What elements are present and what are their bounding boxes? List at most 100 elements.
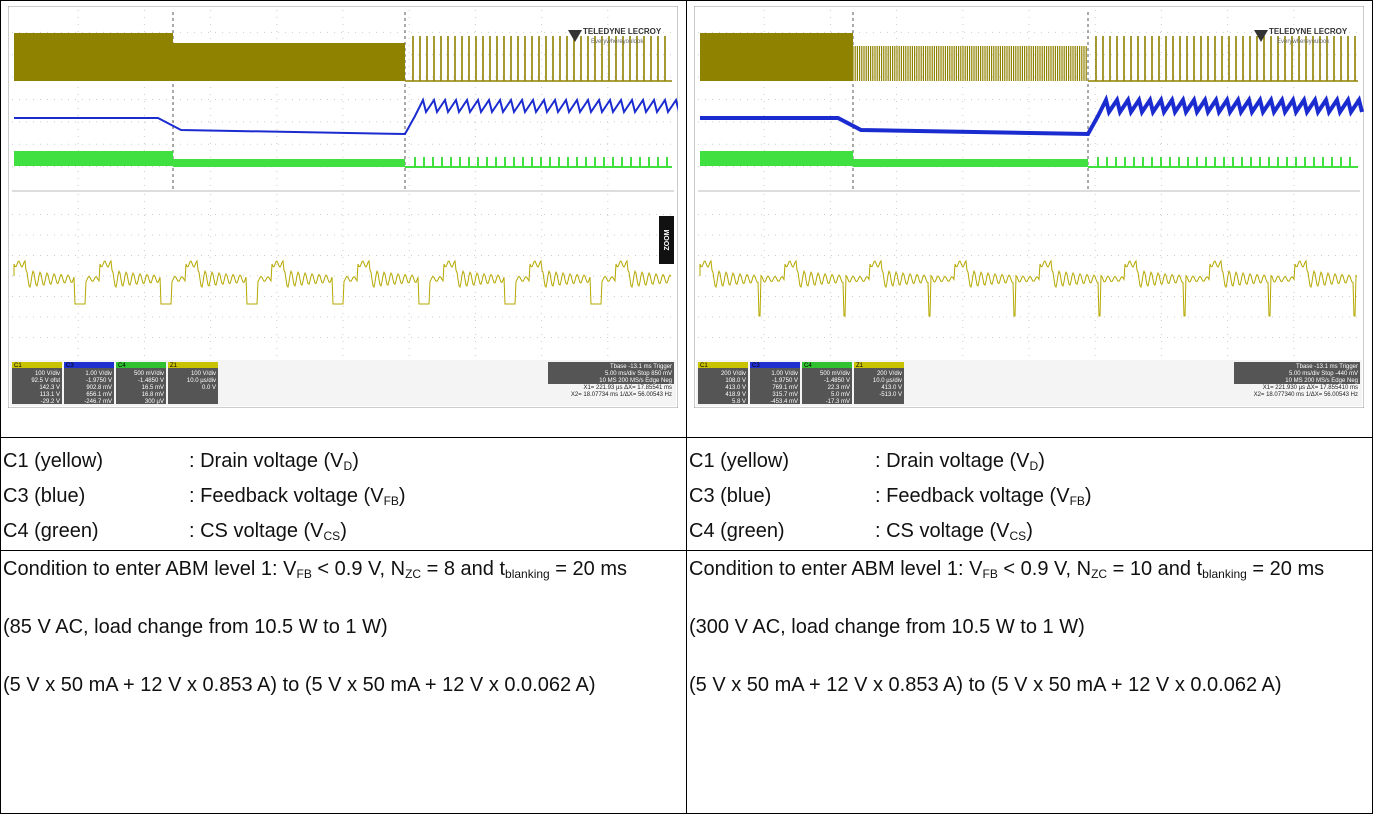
- timebase-value: 5.00 ms/div Stop -440 mV: [1289, 371, 1358, 377]
- text-segment: = 20 ms: [1247, 558, 1324, 580]
- oscilloscope-screenshot: TELEDYNE LECROYEverywhereyoulookZOOMC110…: [8, 6, 678, 408]
- channel-description: : CS voltage (VCS): [189, 514, 347, 549]
- paragraph: (85 V AC, load change from 10.5 W to 1 W…: [3, 613, 678, 642]
- subscript: blanking: [1202, 567, 1247, 581]
- channel-label: C1 (yellow): [689, 444, 875, 479]
- subscript: ZC: [1091, 567, 1107, 581]
- channel-name: C4: [804, 363, 812, 369]
- channel-value: 500 mV/div: [134, 371, 164, 377]
- text-segment: ): [340, 520, 347, 542]
- channel-description: : CS voltage (VCS): [875, 514, 1033, 549]
- channel-value: 113.1 V: [40, 392, 60, 398]
- table-cell: C1 (yellow): Drain voltage (VD)C3 (blue)…: [0, 437, 687, 551]
- paragraph: Condition to enter ABM level 1: VFB < 0.…: [3, 555, 678, 584]
- text-segment: ): [1085, 485, 1092, 507]
- timebase-value: Tbase -13.1 ms Trigger: [1296, 364, 1358, 370]
- channel-description: : Drain voltage (VD): [189, 444, 359, 479]
- table-cell: C1 (yellow): Drain voltage (VD)C3 (blue)…: [686, 437, 1373, 551]
- c4-trace: [14, 151, 173, 166]
- condition: Condition to enter ABM level 1: VFB < 0.…: [3, 555, 678, 729]
- channel-name: Z1: [170, 363, 178, 369]
- channel-value: 92.5 V ofst: [31, 378, 60, 384]
- paragraph: (5 V x 50 mA + 12 V x 0.853 A) to (5 V x…: [3, 671, 678, 700]
- channel-value: -1.9750 V: [772, 378, 798, 384]
- subscript: ZC: [405, 567, 421, 581]
- channel-value: 5.8 V: [732, 399, 746, 405]
- text-segment: : CS voltage (V: [189, 520, 324, 542]
- text-segment: : Drain voltage (V: [875, 450, 1030, 472]
- channel-value: 418.9 V: [725, 392, 746, 398]
- channel-value: 5.0 mV: [831, 392, 850, 398]
- channel-value: 656.1 mV: [86, 392, 112, 398]
- legend: C1 (yellow): Drain voltage (VD)C3 (blue)…: [689, 444, 1092, 549]
- subscript: CS: [324, 529, 341, 543]
- text-segment: (300 V AC, load change from 10.5 W to 1 …: [689, 616, 1085, 638]
- c1-trace: [173, 43, 405, 81]
- text-segment: (85 V AC, load change from 10.5 W to 1 W…: [3, 616, 388, 638]
- tagline: Everywhereyoulook: [591, 39, 644, 45]
- c4-trace: [700, 151, 853, 166]
- paragraph: (300 V AC, load change from 10.5 W to 1 …: [689, 613, 1364, 642]
- text-segment: ): [1026, 520, 1033, 542]
- timebase-value: 5.00 ms/div Stop 850 mV: [605, 371, 672, 377]
- channel-description: : Feedback voltage (VFB): [875, 479, 1092, 514]
- zoom-label: ZOOM: [664, 229, 671, 250]
- text-segment: = 8 and t: [421, 558, 505, 580]
- brand: TELEDYNE LECROY: [1269, 27, 1348, 36]
- tagline: Everywhereyoulook: [1277, 39, 1330, 45]
- channel-label: C4 (green): [689, 514, 875, 549]
- timebase-value: Tbase -13.1 ms Trigger: [610, 364, 672, 370]
- subscript: FB: [384, 494, 399, 508]
- channel-value: 16.8 mV: [142, 392, 164, 398]
- channel-value: 142.3 V: [39, 385, 60, 391]
- condition: Condition to enter ABM level 1: VFB < 0.…: [689, 555, 1364, 729]
- channel-value: 1.00 V/div: [85, 371, 112, 377]
- text-segment: Condition to enter ABM level 1: V: [689, 558, 983, 580]
- channel-label: C4 (green): [3, 514, 189, 549]
- channel-value: 108.0 V: [725, 378, 746, 384]
- timebase-value: 10 MS 200 MS/s Edge Neg: [599, 378, 672, 384]
- channel-value: -246.7 mV: [84, 399, 112, 405]
- channel-label: C1 (yellow): [3, 444, 189, 479]
- legend-row: C3 (blue): Feedback voltage (VFB): [3, 479, 406, 514]
- channel-value: 769.1 mV: [772, 385, 798, 391]
- page: TELEDYNE LECROY Everywhereyoulook ZOOM C1 10…: [0, 0, 1373, 814]
- c4-trace: [853, 159, 1088, 167]
- channel-value: 100 V/div: [191, 371, 216, 377]
- channel-value: 200 V/div: [877, 371, 902, 377]
- channel-name: Z1: [856, 363, 864, 369]
- subscript: FB: [297, 567, 312, 581]
- timebase-value: X1= 221.93 µs ΔX= 17.85541 ms: [583, 385, 672, 391]
- channel-name: C3: [66, 363, 74, 369]
- legend-row: C3 (blue): Feedback voltage (VFB): [689, 479, 1092, 514]
- channel-name: C3: [752, 363, 760, 369]
- channel-name: C4: [118, 363, 126, 369]
- c1-trace: [14, 33, 173, 81]
- channel-value: -1.9750 V: [86, 378, 112, 384]
- channel-value: -513.0 V: [879, 392, 902, 398]
- legend-row: C4 (green): CS voltage (VCS): [689, 514, 1092, 549]
- channel-value: 16.5 mV: [142, 385, 164, 391]
- legend: C1 (yellow): Drain voltage (VD)C3 (blue)…: [3, 444, 406, 549]
- text-segment: = 20 ms: [550, 558, 627, 580]
- channel-name: C1: [700, 363, 708, 369]
- text-segment: ): [399, 485, 406, 507]
- channel-value: -453.4 mV: [770, 399, 798, 405]
- text-segment: (5 V x 50 mA + 12 V x 0.853 A) to (5 V x…: [689, 674, 1282, 696]
- text-segment: : Drain voltage (V: [189, 450, 344, 472]
- timebase-value: 10 MS 200 MS/s Edge Neg: [1285, 378, 1358, 384]
- channel-value: 100 V/div: [35, 371, 60, 377]
- c1-trace: [853, 46, 1086, 81]
- timebase-value: X2= 18.077340 ms 1/ΔX= 56.00543 Hz: [1254, 392, 1358, 398]
- subscript: blanking: [505, 567, 550, 581]
- paragraph: Condition to enter ABM level 1: VFB < 0.…: [689, 555, 1364, 584]
- text-segment: < 0.9 V, N: [312, 558, 405, 580]
- c1-trace: [700, 33, 853, 81]
- c4-trace: [173, 159, 405, 167]
- brand: TELEDYNE LECROY: [583, 27, 662, 36]
- channel-value: 22.3 mV: [828, 385, 850, 391]
- channel-value: 1.00 V/div: [771, 371, 798, 377]
- text-segment: : Feedback voltage (V: [875, 485, 1070, 507]
- legend-row: C1 (yellow): Drain voltage (VD): [689, 444, 1092, 479]
- subscript: CS: [1010, 529, 1027, 543]
